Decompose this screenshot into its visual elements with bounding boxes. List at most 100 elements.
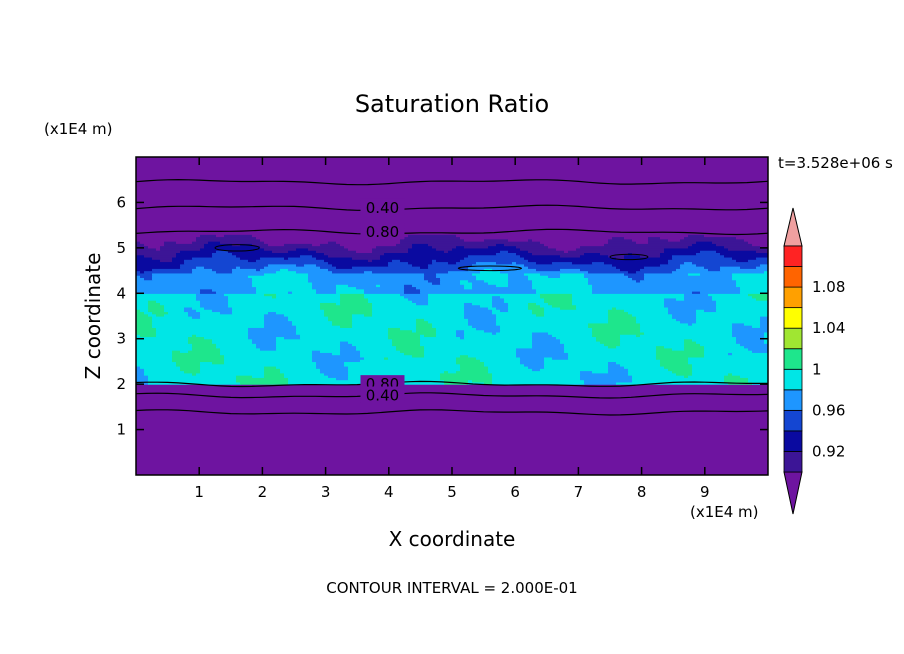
heatmap-cell bbox=[628, 370, 673, 374]
heatmap-cell bbox=[256, 236, 405, 240]
x-tick-label: 9 bbox=[700, 483, 710, 501]
heatmap-cell bbox=[636, 279, 641, 283]
heatmap-cell bbox=[156, 329, 249, 333]
heatmap-cell bbox=[136, 184, 768, 188]
heatmap-cell bbox=[136, 304, 149, 308]
heatmap-cell bbox=[428, 302, 465, 306]
heatmap-cell bbox=[264, 313, 285, 317]
heatmap-cell bbox=[176, 252, 213, 256]
heatmap-cell bbox=[152, 275, 249, 278]
heatmap-cell bbox=[184, 259, 249, 263]
heatmap-cell bbox=[744, 345, 768, 349]
heatmap-cell bbox=[136, 261, 185, 265]
heatmap-cell bbox=[264, 266, 321, 269]
heatmap-cell bbox=[136, 443, 768, 447]
heatmap-cell bbox=[340, 243, 397, 247]
heatmap-cell bbox=[432, 322, 469, 326]
heatmap-cell bbox=[680, 238, 745, 242]
heatmap-cell bbox=[584, 379, 633, 383]
heatmap-cell bbox=[668, 309, 697, 313]
heatmap-cell bbox=[500, 250, 509, 253]
heatmap-cell bbox=[456, 359, 481, 363]
heatmap-cell bbox=[508, 272, 525, 276]
heatmap-cell bbox=[620, 340, 685, 344]
heatmap-cell bbox=[468, 379, 473, 383]
heatmap-cell bbox=[624, 309, 669, 313]
heatmap-cell bbox=[192, 334, 197, 338]
heatmap-cell bbox=[672, 370, 693, 374]
heatmap-cell bbox=[676, 297, 685, 301]
heatmap-cell bbox=[716, 304, 768, 308]
heatmap-cell bbox=[340, 300, 369, 303]
heatmap-cell bbox=[468, 279, 485, 283]
heatmap-cell bbox=[340, 302, 373, 306]
heatmap-cell bbox=[136, 372, 145, 376]
heatmap-cell bbox=[136, 272, 153, 276]
heatmap-cell bbox=[368, 300, 413, 303]
colorbar-swatch bbox=[783, 451, 803, 473]
heatmap-cell bbox=[480, 359, 521, 363]
heatmap-cell bbox=[732, 322, 745, 326]
heatmap-cell bbox=[216, 291, 257, 294]
heatmap-cell bbox=[212, 254, 237, 258]
heatmap-cell bbox=[312, 354, 361, 358]
heatmap-cell bbox=[256, 343, 277, 347]
heatmap-cell bbox=[260, 268, 281, 272]
heatmap-cell bbox=[716, 250, 757, 253]
heatmap-cell bbox=[560, 272, 585, 276]
heatmap-cell bbox=[520, 359, 545, 363]
heatmap-cell bbox=[212, 309, 233, 313]
heatmap-cell bbox=[464, 304, 481, 308]
heatmap-cell bbox=[596, 336, 621, 340]
heatmap-cell bbox=[288, 268, 329, 272]
heatmap-cell bbox=[696, 252, 721, 256]
heatmap-cell bbox=[492, 297, 505, 301]
heatmap-cell bbox=[312, 352, 333, 356]
heatmap-cell bbox=[168, 311, 189, 315]
heatmap-cell bbox=[640, 325, 733, 328]
heatmap-cell bbox=[436, 327, 477, 331]
heatmap-cell bbox=[660, 252, 697, 256]
heatmap-cell bbox=[436, 331, 457, 335]
heatmap-cell bbox=[228, 300, 341, 303]
heatmap-cell bbox=[136, 429, 768, 433]
heatmap-cell bbox=[200, 302, 229, 306]
heatmap-cell bbox=[536, 261, 553, 265]
heatmap-cell bbox=[156, 313, 165, 317]
heatmap-cell bbox=[160, 302, 201, 306]
heatmap-cell bbox=[472, 284, 497, 288]
heatmap-cell bbox=[488, 370, 581, 374]
heatmap-cell bbox=[252, 243, 269, 247]
heatmap-cell bbox=[136, 402, 768, 406]
heatmap-cell bbox=[200, 234, 217, 238]
heatmap-cell bbox=[136, 386, 768, 390]
heatmap-cell bbox=[316, 256, 353, 260]
heatmap-cell bbox=[700, 250, 717, 253]
heatmap-cell bbox=[616, 256, 625, 260]
heatmap-cell bbox=[364, 313, 373, 317]
heatmap-cell bbox=[532, 309, 545, 313]
heatmap-cell bbox=[672, 270, 765, 274]
heatmap-cell bbox=[664, 365, 693, 369]
heatmap-cell bbox=[224, 354, 313, 358]
heatmap-cell bbox=[232, 252, 325, 256]
heatmap-cell bbox=[484, 363, 525, 367]
heatmap-cell bbox=[228, 297, 341, 301]
heatmap-cell bbox=[476, 275, 509, 278]
heatmap-cell bbox=[376, 284, 381, 288]
heatmap-cell bbox=[136, 338, 189, 342]
heatmap-cell bbox=[756, 256, 768, 260]
heatmap-cell bbox=[196, 295, 229, 299]
heatmap-cell bbox=[736, 338, 765, 342]
heatmap-cell bbox=[200, 313, 265, 317]
heatmap-cell bbox=[356, 286, 405, 290]
heatmap-cell bbox=[532, 340, 561, 344]
heatmap-cell bbox=[732, 329, 768, 333]
heatmap-cell bbox=[516, 261, 537, 265]
heatmap-cell bbox=[156, 247, 161, 251]
heatmap-cell bbox=[600, 252, 629, 256]
heatmap-cell bbox=[136, 277, 145, 281]
heatmap-cell bbox=[136, 222, 768, 226]
time-label: t=3.528e+06 s bbox=[778, 154, 893, 172]
heatmap-cell bbox=[372, 247, 409, 251]
